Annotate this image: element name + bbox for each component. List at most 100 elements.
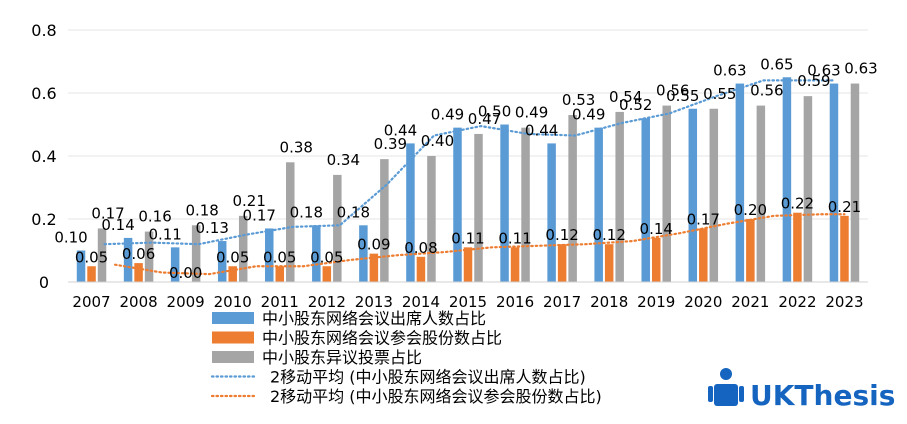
x-tick-label: 2022 <box>778 293 816 311</box>
bar-attendance <box>312 225 321 282</box>
data-label: 0.17 <box>687 210 720 228</box>
bar-attendance <box>123 237 133 282</box>
x-tick-label: 2019 <box>637 293 675 311</box>
trendline-attendance <box>103 79 836 246</box>
data-label: 0.63 <box>844 60 877 78</box>
data-label: 0.49 <box>515 104 548 122</box>
bar-attendance <box>76 250 86 282</box>
data-label: 0.05 <box>75 248 108 266</box>
data-label: 0.63 <box>713 62 746 80</box>
watermark-logo: UKThesis <box>708 368 895 412</box>
bar-shares <box>651 237 661 282</box>
bar-dissent <box>333 174 342 282</box>
x-tick-label: 2012 <box>308 293 346 311</box>
data-label: 0.17 <box>243 206 276 224</box>
bar-attendance <box>359 225 368 282</box>
bar-shares <box>416 256 426 282</box>
bar-attendance <box>217 241 227 282</box>
bar-attendance <box>641 118 650 282</box>
data-label: 0.54 <box>609 88 642 106</box>
data-label: 0.38 <box>280 138 313 156</box>
bar-attendance <box>500 124 509 282</box>
data-label: 0.00 <box>169 264 202 282</box>
bar-attendance <box>829 83 839 282</box>
legend-label: 2移动平均 (中小股东网络会议参会股份数占比) <box>270 387 602 406</box>
data-label: 0.11 <box>148 225 181 243</box>
bar-attendance <box>782 77 792 282</box>
bar-shares <box>87 266 96 282</box>
data-label: 0.53 <box>562 91 595 109</box>
bar-dissent <box>521 127 530 283</box>
trendline-shares <box>113 213 846 276</box>
y-tick-label: 0 <box>39 273 49 292</box>
legend-swatch <box>212 351 254 363</box>
bar-dissent <box>850 83 860 282</box>
x-tick-label: 2014 <box>402 293 440 311</box>
bar-dissent <box>709 108 719 282</box>
bar-dissent <box>568 115 577 282</box>
bar-attendance <box>453 127 462 283</box>
x-tick-label: 2009 <box>167 293 205 311</box>
x-tick-label: 2020 <box>684 293 722 311</box>
data-labels: 0.100.140.11 0.130.17 0.18 0.180.440.49 0.50… <box>54 55 877 282</box>
data-label: 0.52 <box>619 96 652 114</box>
data-label: 0.11 <box>498 229 531 247</box>
data-label: 0.17 <box>91 204 124 222</box>
data-label: 0.05 <box>310 248 343 266</box>
y-tick-label: 0.8 <box>31 21 56 40</box>
data-label: 0.49 <box>572 106 605 124</box>
bar-shares <box>840 215 849 282</box>
person-icon <box>708 368 744 406</box>
axes: 0 0.2 0.4 0.6 0.8 2007 2008 2009 2010 2011 2012 201… <box>31 21 868 311</box>
bar-dissent <box>662 105 671 282</box>
gridlines <box>68 29 868 220</box>
data-label: 0.12 <box>545 226 578 244</box>
data-label: 0.56 <box>656 82 689 100</box>
data-label: 0.05 <box>216 248 249 266</box>
bar-dissent <box>427 156 436 282</box>
x-tick-label: 2008 <box>119 293 157 311</box>
data-label: 0.49 <box>431 106 464 124</box>
bar-shares <box>793 212 802 282</box>
y-tick-label: 0.4 <box>31 147 56 166</box>
data-label: 0.50 <box>478 103 511 121</box>
data-label: 0.65 <box>760 55 793 73</box>
bar-dissent <box>97 228 107 282</box>
watermark-text: UKThesis <box>750 379 895 412</box>
data-label: 0.34 <box>327 151 360 169</box>
bar-dissent <box>803 96 813 283</box>
x-tick-label: 2010 <box>214 293 252 311</box>
legend-label: 中小股东网络会议参会股份数占比 <box>262 329 502 348</box>
data-label: 0.12 <box>592 226 625 244</box>
bar-shares <box>275 266 285 282</box>
bar-attendance <box>170 247 180 282</box>
x-tick-label: 2015 <box>449 293 487 311</box>
data-label: 0.20 <box>734 201 767 219</box>
x-tick-label: 2021 <box>731 293 769 311</box>
data-label: 0.44 <box>384 121 417 139</box>
data-label: 0.18 <box>337 203 370 221</box>
bar-shares <box>463 247 473 282</box>
data-label: 0.14 <box>640 220 673 238</box>
bar-attendance <box>406 143 415 282</box>
x-tick-label: 2023 <box>825 293 863 311</box>
data-label: 0.22 <box>781 195 814 213</box>
data-label: 0.40 <box>421 132 454 150</box>
data-label: 0.21 <box>233 192 266 210</box>
bar-dissent <box>380 159 389 282</box>
data-label: 0.14 <box>101 216 134 234</box>
x-tick-label: 2016 <box>496 293 534 311</box>
data-label: 0.39 <box>374 135 407 153</box>
bar-shares <box>134 263 143 282</box>
legend-label: 中小股东异议投票占比 <box>262 348 422 367</box>
data-label: 0.55 <box>703 85 736 103</box>
data-label: 0.18 <box>185 201 218 219</box>
data-label: 0.16 <box>138 208 171 226</box>
data-label: 0.11 <box>451 229 484 247</box>
data-label: 0.47 <box>468 110 501 128</box>
data-label: 0.13 <box>196 219 229 237</box>
bar-dissent <box>756 105 766 282</box>
data-label: 0.06 <box>122 245 155 263</box>
